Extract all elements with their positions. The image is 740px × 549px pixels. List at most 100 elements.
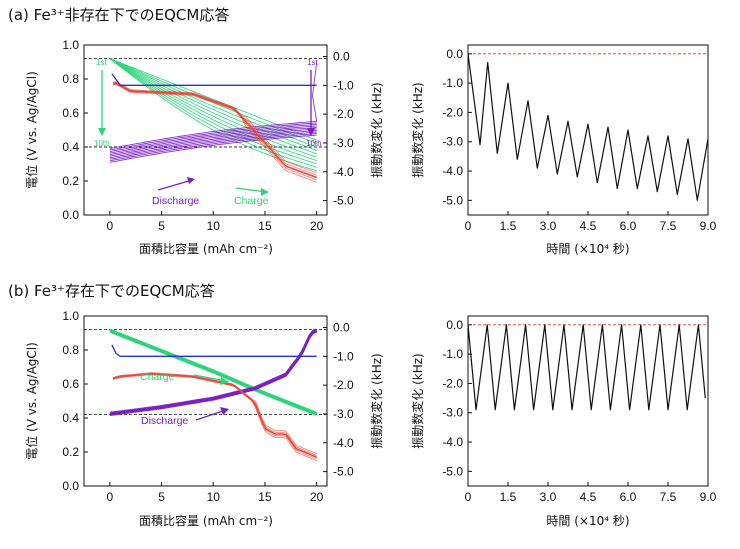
- panel-b-left-ytick-label: 0.2: [62, 445, 79, 459]
- panel-b-right-curves: [467, 324, 708, 411]
- panel-a-right-ticks: 0 1.5 3.0 4.5 6.0 7.5 9.0 0.0 -1.0 -2.0 -3.0 -4.0 -5…: [442, 47, 716, 233]
- panel-a-left-ticks: 0 5 10 15 20 0.0 0.2 0.4 0.6 0.8 1.0 0.0 -1.0 -2.0 -3.…: [62, 38, 354, 233]
- panel-a-green-cycle-arrowhead: [98, 128, 106, 136]
- panel-a-cycle-first-label-right: 1st: [307, 58, 318, 67]
- panel-a-frequency-time-chart: 0 1.5 3.0 4.5 6.0 7.5 9.0 0.0 -1.0 -2.0 -3.0 -4.0 -5…: [410, 44, 717, 256]
- panel-a-left-y2-ytick-label: -3.0: [333, 136, 354, 150]
- panel-a-title: (a) Fe³⁺非存在下でのEQCM応答: [8, 6, 229, 24]
- panel-a-discharge-curve: [109, 134, 317, 163]
- panel-a-left-xtick-label: 15: [258, 219, 272, 233]
- panel-a-left-ylabel: 電位 (V vs. Ag/AgCl): [24, 71, 39, 189]
- panel-a-right-frame: [467, 44, 709, 216]
- panel-a-discharge-curve: [109, 130, 317, 159]
- panel-b-discharge-arrowhead: [220, 407, 229, 415]
- panel-b-left-ytick-label: 0.8: [62, 343, 79, 357]
- panel-b-right-xtick-label: 4.5: [580, 490, 597, 504]
- panel-a-right-xtick-label: 7.5: [660, 219, 677, 233]
- panel-b-discharge-arrow: [195, 409, 227, 421]
- panel-a-left-ytick-label: 0.0: [62, 208, 79, 222]
- panel-b-title: (b) Fe³⁺存在下でのEQCM応答: [8, 282, 215, 300]
- panel-a-charge-curve: [109, 58, 317, 148]
- panel-a-left-y2-ytick-label: -1.0: [333, 78, 354, 92]
- panel-b-right-ytick-label: -3.0: [442, 406, 463, 420]
- panel-b-left-ticks: 0 5 10 15 20 0.0 0.2 0.4 0.6 0.8 1.0 0.0 -1.0 -2.0 -3.…: [62, 309, 354, 504]
- panel-a-left-xtick-label: 5: [158, 219, 165, 233]
- panel-a-right-ytick-label: 0.0: [446, 47, 463, 61]
- panel-b-right-xtick-label: 7.5: [660, 490, 677, 504]
- panel-a-right-xlabel: 時間 (×10⁴ 秒): [546, 242, 629, 256]
- panel-a-charge-arrowhead: [261, 188, 269, 196]
- panel-b-potential-frequency-chart: 0 5 10 15 20 0.0 0.2 0.4 0.6 0.8 1.0 0.0 -1.0 -2.0 -3.…: [24, 309, 384, 528]
- panel-a-right-ylabel: 振動数変化 (kHz): [410, 82, 425, 177]
- panel-a-left-ytick-label: 0.2: [62, 174, 79, 188]
- panel-b-left-y2-ytick-label: -5.0: [333, 465, 354, 479]
- panel-b-left-ytick-label: 0.6: [62, 377, 79, 391]
- panel-a-discharge-label: Discharge: [152, 195, 199, 207]
- panel-a-right-xtick-label: 9.0: [700, 219, 717, 233]
- panel-b-left-frame: [83, 315, 328, 487]
- panel-b-direction-arrows: [193, 374, 229, 421]
- panel-a-discharge-arrow: [157, 179, 193, 191]
- panel-b-discharge-label: Discharge: [141, 415, 188, 427]
- panel-b-left-y2label: 振動数変化 (kHz): [369, 353, 384, 448]
- panel-a-charge-label: Charge: [234, 195, 269, 207]
- panel-b-right-xtick-label: 0: [465, 490, 472, 504]
- panel-a-discharge-curve: [109, 127, 317, 156]
- panel-b-left-y2-ytick-label: 0.0: [333, 321, 350, 335]
- panel-a-frequency-curve: [112, 84, 317, 183]
- panel-b-left-ytick-label: 0.0: [62, 479, 79, 493]
- panel-b-left-xtick-label: 10: [207, 490, 221, 504]
- panel-a-blue-frequency-trace: [111, 73, 317, 86]
- panel-a-discharge-curve: [109, 123, 317, 153]
- panel-a-cycle-first-label: 1st: [96, 58, 107, 67]
- panel-a-left-xtick-label: 20: [310, 219, 324, 233]
- panel-b-left-y2-ytick-label: -2.0: [333, 378, 354, 392]
- panel-a-left-y2label: 振動数変化 (kHz): [369, 82, 384, 177]
- panel-a-right-ytick-label: -3.0: [442, 135, 463, 149]
- panel-b-frequency-curve: [112, 372, 318, 458]
- panel-a-frequency-time-series: [467, 53, 709, 201]
- panel-b-blue-frequency-trace: [111, 344, 317, 357]
- panel-a-left-y2-ytick-label: -4.0: [333, 165, 354, 179]
- panel-a-left-y2-ytick-label: 0.0: [333, 50, 350, 64]
- panel-a-left-ytick-label: 0.4: [62, 140, 79, 154]
- panel-b-frequency-time-series: [467, 324, 706, 411]
- panel-b-left-ylabel: 電位 (V vs. Ag/AgCl): [24, 342, 39, 460]
- panel-b-charge-arrowhead: [220, 377, 229, 385]
- panel-a-left-ytick-label: 1.0: [62, 38, 79, 52]
- panel-b-frequency-curve: [112, 374, 317, 461]
- panel-b-left-xtick-label: 15: [258, 490, 272, 504]
- panel-a-charge-curve: [109, 58, 317, 162]
- panel-b-discharge-curve: [109, 330, 318, 416]
- panel-b-frequency-curve: [112, 372, 317, 455]
- panel-b-left-xtick-label: 5: [158, 490, 165, 504]
- panel-a-left-y2-ytick-label: -2.0: [333, 107, 354, 121]
- panel-b-right-xtick-label: 1.5: [500, 490, 517, 504]
- panel-a-charge-curve: [109, 58, 317, 168]
- panel-b-left-y2-ytick-label: -4.0: [333, 436, 354, 450]
- panel-a-discharge-curve: [109, 125, 317, 154]
- panel-b-charge-curve: [109, 330, 318, 416]
- panel-a-left-frame: [83, 44, 328, 216]
- panel-a-frequency-curve: [112, 82, 317, 176]
- panel-b-left-ytick-label: 0.4: [62, 411, 79, 425]
- panel-a-right-ytick-label: -4.0: [442, 164, 463, 178]
- panel-b-right-ytick-label: -4.0: [442, 435, 463, 449]
- panel-b-right-ylabel: 振動数変化 (kHz): [410, 353, 425, 448]
- panel-a-left-ytick-label: 0.8: [62, 72, 79, 86]
- panel-a-charge-curve: [109, 58, 317, 155]
- panel-b-right-xlabel: 時間 (×10⁴ 秒): [546, 514, 629, 528]
- panel-a-discharge-curve: [109, 61, 318, 149]
- panel-b-left-y2-ytick-label: -3.0: [333, 407, 354, 421]
- panel-a-right-xtick-label: 6.0: [620, 219, 637, 233]
- panel-b-left-xtick-label: 20: [310, 490, 324, 504]
- panel-a-potential-frequency-chart: 0 5 10 15 20 0.0 0.2 0.4 0.6 0.8 1.0 0.0 -1.0 -2.0 -3.…: [24, 38, 384, 256]
- panel-b-frequency-time-chart: 0 1.5 3.0 4.5 6.0 7.5 9.0 0.0 -1.0 -2.0 -3.0 -4.0 -5…: [410, 315, 717, 528]
- panel-b-right-ytick-label: -2.0: [442, 376, 463, 390]
- panel-a-left-xtick-label: 10: [207, 219, 221, 233]
- panel-a-frequency-curve: [112, 82, 317, 179]
- panel-a-discharge-arrowhead: [187, 177, 195, 184]
- panel-b-right-ytick-label: -5.0: [442, 464, 463, 478]
- panel-b-right-ytick-label: 0.0: [446, 318, 463, 332]
